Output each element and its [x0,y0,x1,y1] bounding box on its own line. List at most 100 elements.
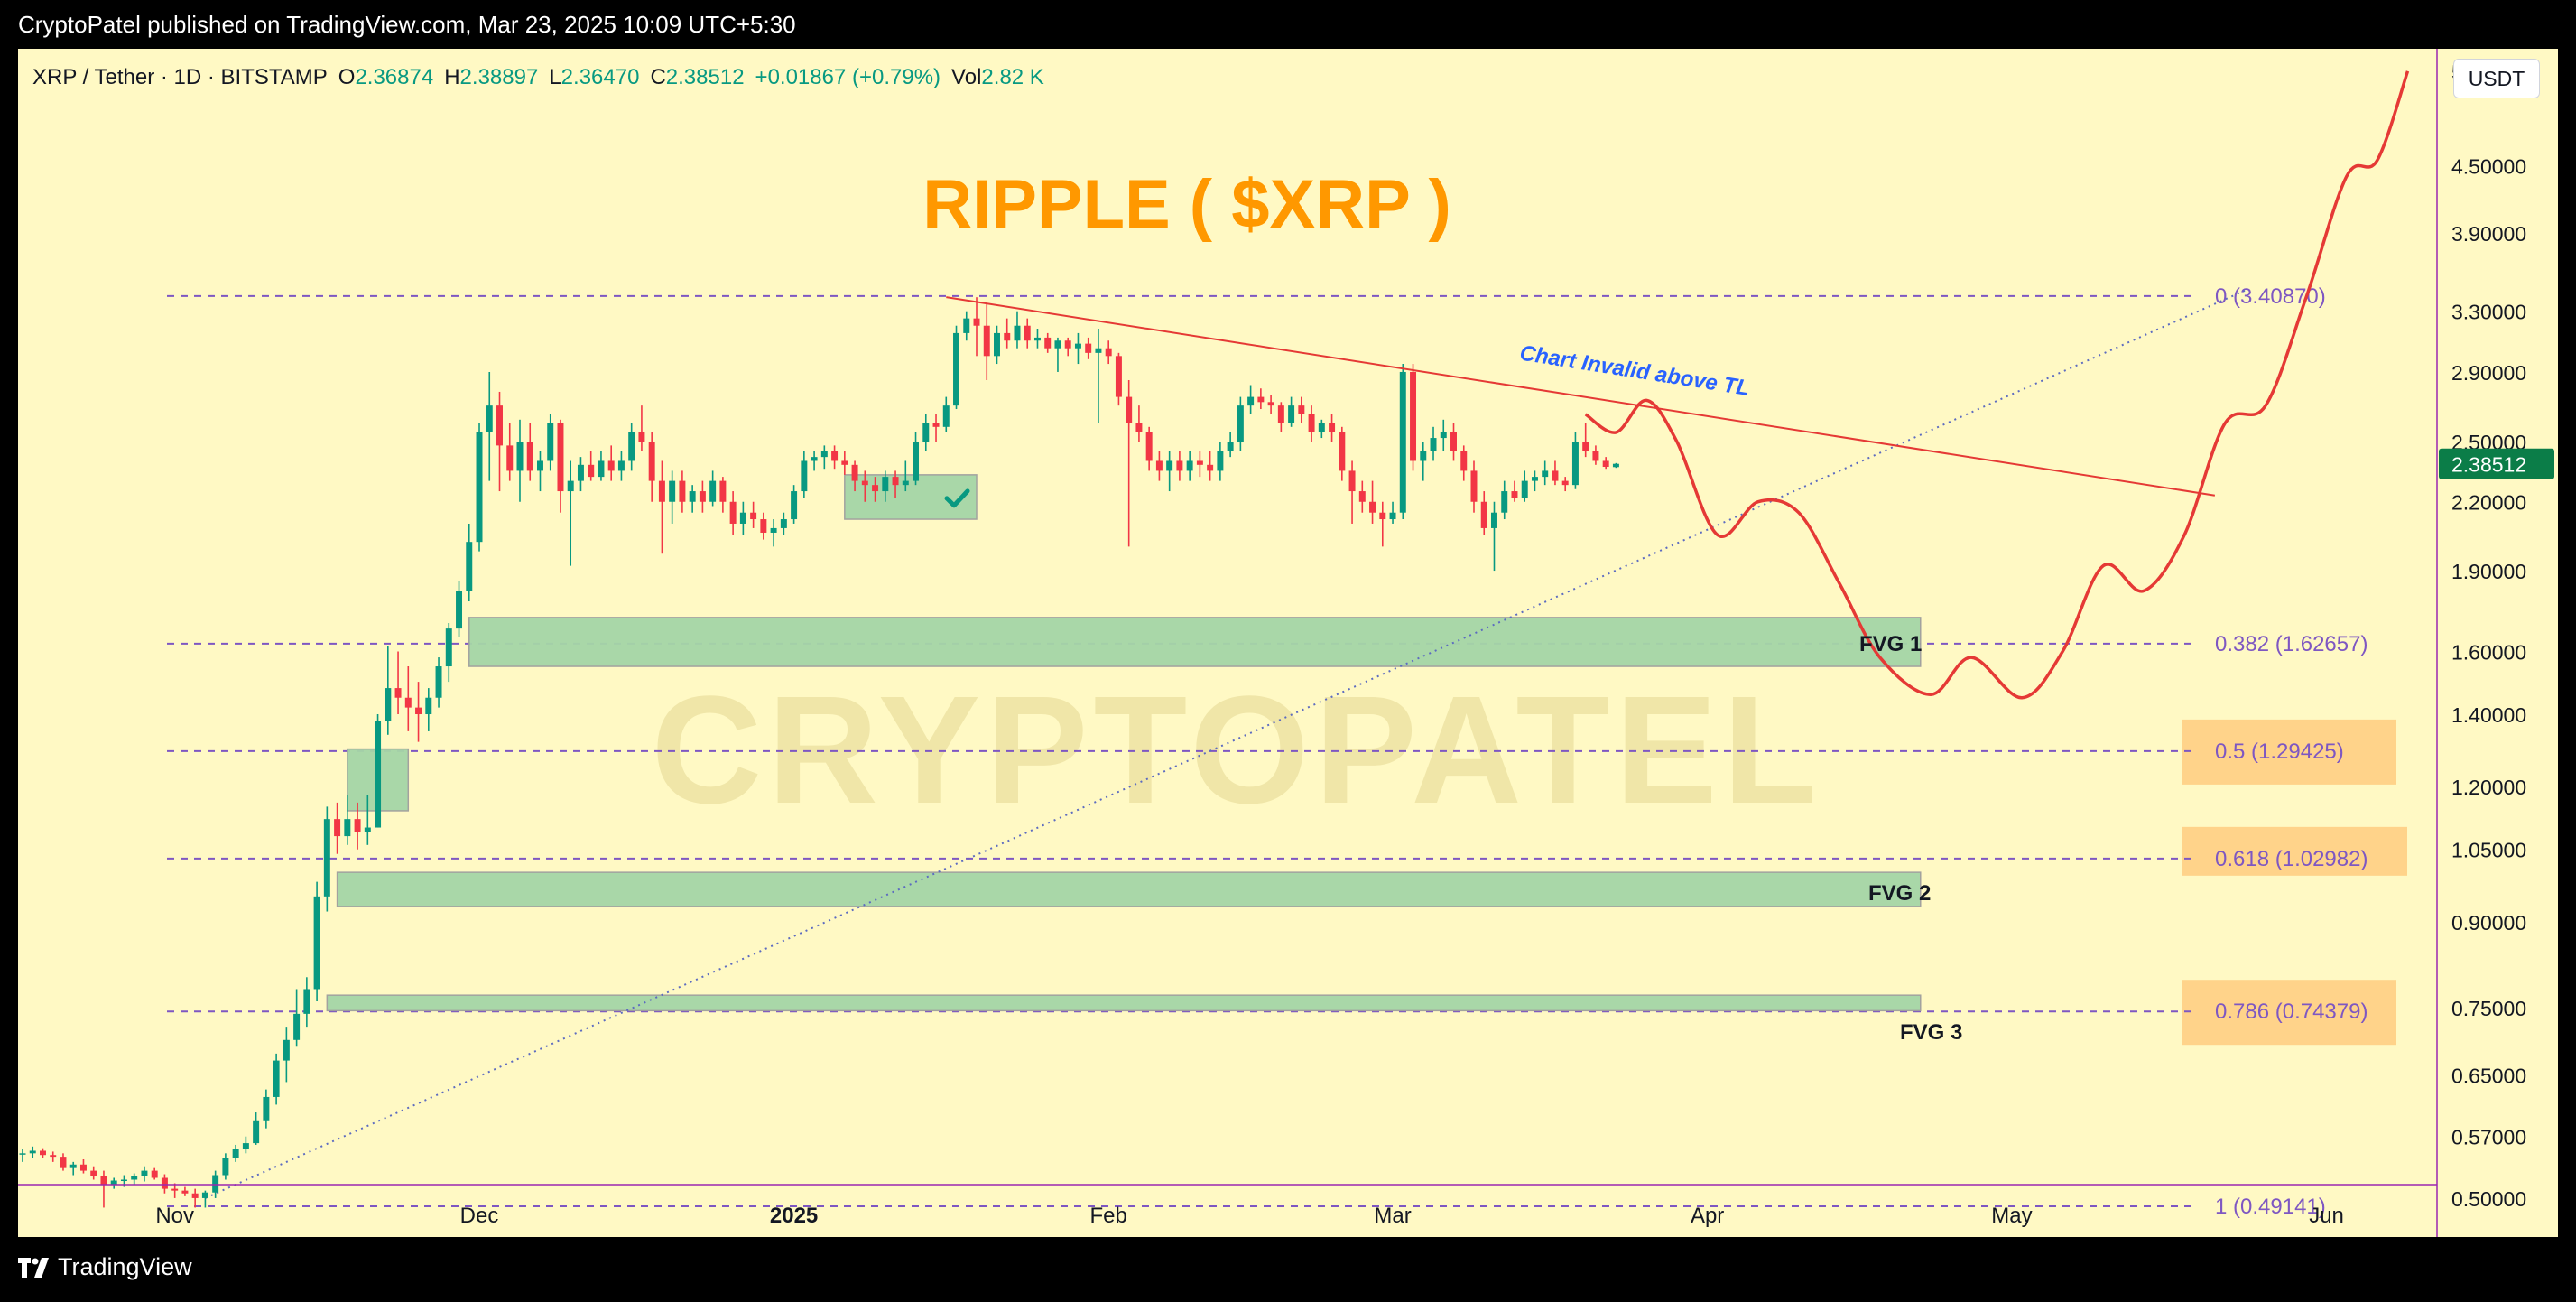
candle-body [932,423,940,427]
candle-body [1501,491,1508,513]
candle [222,1153,229,1180]
candle-body [1592,451,1599,461]
candle-body [791,491,798,520]
candle [1217,442,1224,481]
candle [1552,460,1559,486]
open-value: 2.36874 [355,65,434,89]
candle-body [1196,460,1203,465]
x-tick-label: May [1991,1204,2032,1228]
candle-body [739,512,746,524]
x-tick-label: Mar [1374,1204,1411,1228]
candle-body [1490,512,1497,528]
fvg-zone-2 [336,871,1922,907]
candle [344,794,351,845]
candle [526,423,533,481]
candle [791,485,798,524]
candle-body [1521,480,1528,498]
candle-body [699,491,706,502]
candle [861,470,868,502]
candle-body [131,1176,138,1180]
chart-area[interactable]: CRYPTOPATEL RIPPLE ( $XRP ) 0 (3.40870) 0.3… [18,49,2558,1237]
candle [892,470,899,498]
tradingview-logo[interactable]: TradingView [18,1253,192,1281]
price-axis: 5.500004.500003.900003.300002.900002.500… [2436,49,2554,1237]
check-icon [944,488,970,508]
candle-body [293,1013,301,1040]
candle [415,682,422,742]
fib-box-0.5 [2182,719,2396,785]
candle-body [50,1155,57,1158]
candle-body [1074,343,1081,349]
candle [1450,423,1457,461]
candle-body [617,460,625,471]
candle-body [1207,464,1214,471]
candle-body [323,819,330,897]
ohlc-legend: XRP / Tether · 1D · BITSTAMP O2.36874 H2.3… [32,65,1044,90]
candle [851,460,858,492]
candle [679,470,686,513]
candle [110,1177,117,1189]
candles [19,297,1619,1208]
candle-body [1339,432,1346,471]
candle-body [1126,396,1133,423]
candle [577,457,584,492]
candle-body [1054,340,1061,349]
candle [1592,445,1599,465]
candle [1582,423,1589,458]
candle-body [1531,477,1538,481]
candle [628,423,635,471]
candle [476,423,483,552]
candle [1166,451,1173,492]
candle-body [313,896,320,990]
currency-button[interactable]: USDT [2453,59,2540,98]
candle-body [90,1170,97,1176]
candle-body [1033,337,1041,341]
candle [171,1183,179,1198]
candle-body [1602,460,1609,468]
candle-body [658,480,665,502]
candle-body [577,464,584,481]
candle-body [526,442,533,471]
candle-body [780,519,787,528]
candle [79,1158,87,1174]
candle-body [242,1143,249,1149]
candle [425,688,432,731]
fvg-zone-3 [326,994,1922,1012]
candle-body [1552,470,1559,481]
candle-body [364,827,371,832]
candle-body [760,519,767,533]
tradingview-brand: TradingView [58,1253,192,1280]
candle [1044,332,1052,353]
candle [617,451,625,481]
candle-body [222,1158,229,1176]
candle-body [942,405,950,427]
candle [922,414,930,451]
symbol-label[interactable]: XRP / Tether · 1D · BITSTAMP [32,65,328,89]
candle-body [263,1096,270,1121]
candle-body [283,1039,290,1061]
candle [181,1186,189,1196]
candle-body [801,460,808,492]
candle-body [141,1170,148,1176]
candle-body [1612,463,1619,468]
candle [588,451,595,481]
candle [760,512,767,540]
candle [1602,457,1609,470]
candle [1612,462,1619,469]
candle [273,1053,280,1105]
candle-body [344,819,351,837]
candle [994,325,1000,365]
candle-body [404,697,412,708]
candle [161,1174,168,1194]
candle-body [1227,442,1234,451]
candle [516,419,524,502]
candle [739,501,746,535]
candle-body [1014,325,1021,341]
candle [1105,340,1112,365]
candle [1237,396,1244,451]
candle [1064,337,1071,357]
candle [831,445,839,470]
candle-body [1044,337,1052,349]
candle-body [628,432,635,461]
